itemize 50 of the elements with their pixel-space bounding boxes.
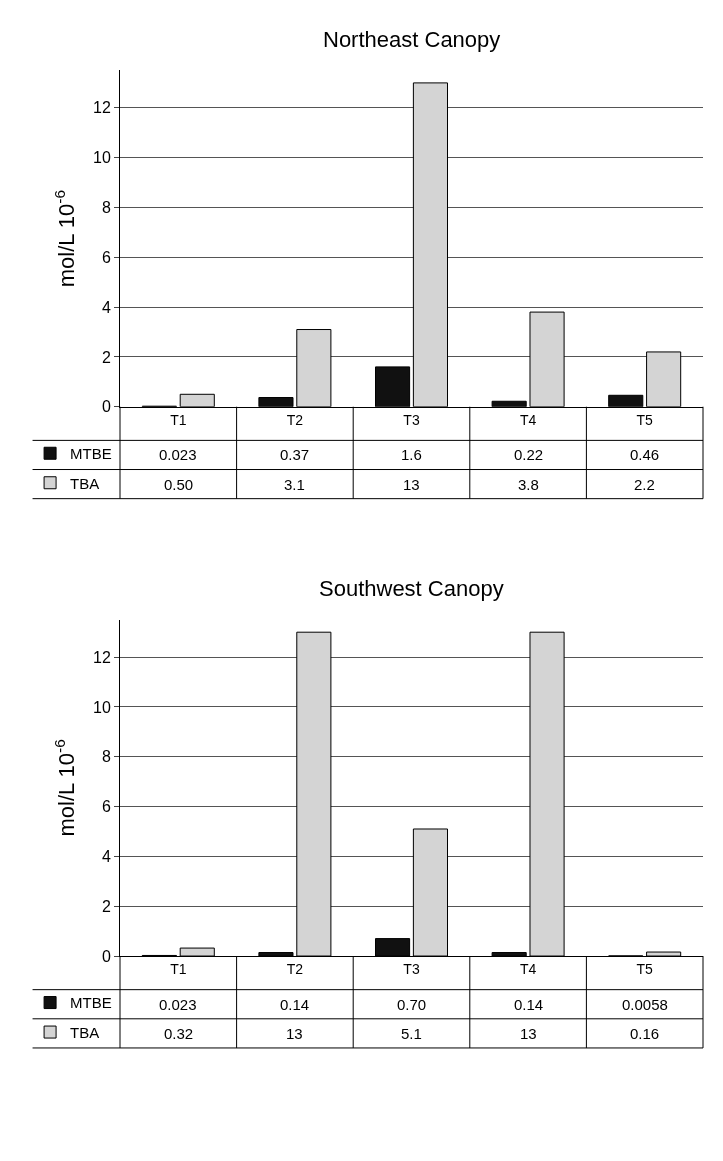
legend-label: MTBE <box>70 445 112 463</box>
data-label: 2.2 <box>634 476 655 493</box>
x-tick-label: T2 <box>286 960 304 977</box>
y-tick-label: 2 <box>101 348 111 366</box>
data-label: 0.70 <box>397 996 427 1013</box>
data-label: 1.6 <box>401 446 422 463</box>
y-tick-label: 6 <box>101 798 111 816</box>
data-label: 0.22 <box>514 446 544 463</box>
data-label: 5.1 <box>401 1025 422 1042</box>
y-tick-label: 8 <box>101 748 111 766</box>
y-tick-label: 0 <box>101 398 111 416</box>
x-tick-label: T4 <box>519 960 537 977</box>
x-tick-label: T3 <box>403 960 420 977</box>
x-tick-label: T1 <box>170 411 187 428</box>
x-tick-label: T1 <box>170 960 187 977</box>
data-label: 0.14 <box>514 996 544 1013</box>
data-label: 0.023 <box>159 446 197 463</box>
legend-label: TBA <box>70 1023 100 1041</box>
data-label: 13 <box>286 1025 303 1042</box>
data-label: 3.8 <box>518 476 539 493</box>
y-tick-label: 10 <box>93 149 111 167</box>
y-tick-label: 0 <box>101 947 111 965</box>
y-tick-label: 12 <box>93 648 111 666</box>
data-label: 0.023 <box>159 996 197 1013</box>
data-label: 3.1 <box>284 476 305 493</box>
data-label: 13 <box>520 1025 537 1042</box>
data-label: 0.46 <box>630 446 660 463</box>
y-tick-label: 4 <box>101 298 111 316</box>
data-label: 0.0058 <box>622 996 668 1013</box>
x-tick-label: T3 <box>403 411 420 428</box>
x-tick-label: T5 <box>636 960 654 977</box>
y-tick-label: 10 <box>93 698 111 716</box>
data-label: 0.14 <box>280 996 310 1013</box>
chart-title: Northeast Canopy <box>323 27 501 52</box>
y-tick-label: 8 <box>101 199 111 217</box>
legend-label: TBA <box>70 474 100 492</box>
data-label: 13 <box>403 476 420 493</box>
y-tick-label: 12 <box>93 99 111 117</box>
data-label: 0.16 <box>630 1025 660 1042</box>
legend-label: MTBE <box>70 994 112 1012</box>
y-tick-label: 2 <box>101 897 111 915</box>
data-label: 0.50 <box>164 476 194 493</box>
y-tick-label: 4 <box>101 847 111 865</box>
data-label: 0.32 <box>164 1025 194 1042</box>
x-tick-label: T4 <box>519 411 537 428</box>
y-tick-label: 6 <box>101 248 111 266</box>
x-tick-label: T2 <box>286 411 304 428</box>
data-label: 0.37 <box>280 446 310 463</box>
x-tick-label: T5 <box>636 411 654 428</box>
chart-title: Southwest Canopy <box>319 576 504 601</box>
